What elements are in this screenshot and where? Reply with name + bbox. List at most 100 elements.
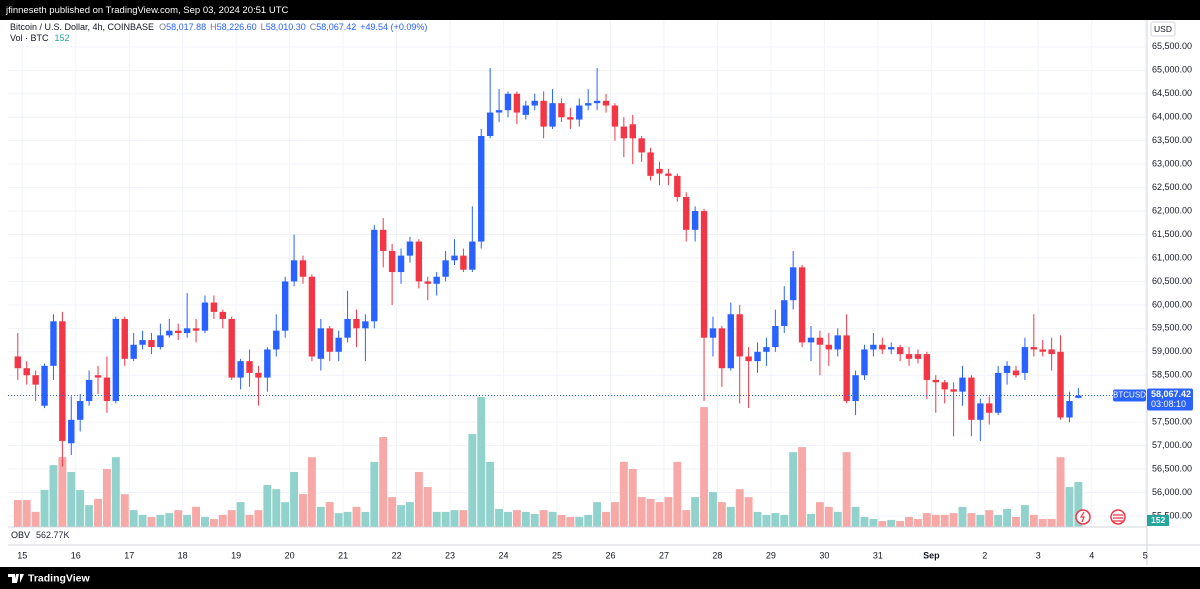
volume-bar [58, 457, 67, 527]
volume-bar [709, 492, 717, 527]
candle-body [273, 330, 280, 350]
candle-body [326, 328, 333, 352]
volume-bar [49, 465, 58, 527]
y-tick-label: 57,500.00 [1152, 417, 1192, 427]
x-tick-label: 15 [17, 550, 27, 560]
y-tick-label: 60,000.00 [1152, 299, 1192, 309]
candle-body [513, 93, 521, 113]
l-value: 58,010.30 [266, 22, 306, 32]
volume-bar [272, 489, 281, 527]
volume-bar [1012, 516, 1020, 527]
candle-body [486, 112, 494, 136]
candle-body [442, 260, 449, 277]
change: +49.54 (+0.09%) [360, 22, 427, 32]
volume-bar [735, 489, 744, 527]
volume-bar [102, 468, 111, 527]
candle-body [460, 255, 467, 270]
volume-bar [664, 497, 673, 527]
volume-bar [575, 516, 584, 527]
y-tick-label: 55,500.00 [1152, 510, 1192, 520]
volume-bar [539, 510, 548, 527]
candle-body [567, 117, 574, 120]
candle-body [593, 100, 601, 104]
candle-body [406, 241, 414, 256]
candle-body [41, 365, 48, 406]
flag-stripes [1113, 514, 1123, 522]
volume-bar [423, 487, 432, 527]
volume-bar [209, 519, 218, 527]
volume-bar [138, 514, 147, 527]
y-tick-label: 62,500.00 [1152, 182, 1192, 192]
volume-bar [13, 500, 22, 527]
volume-bar [111, 457, 120, 527]
candle-body [478, 135, 485, 242]
volume-bar [851, 506, 860, 527]
candle-body [709, 328, 717, 338]
candle-body [59, 321, 66, 441]
candle-body [950, 389, 957, 392]
volume-bar [512, 510, 521, 527]
volume-bar [842, 452, 851, 527]
volume-bar [397, 505, 405, 527]
volume-bar [468, 434, 477, 527]
candle-body [576, 105, 583, 120]
candle-body [469, 241, 476, 270]
candle-body [1012, 370, 1020, 376]
x-tick-label: 26 [605, 550, 615, 560]
candle-body [103, 377, 111, 402]
candle-body [584, 103, 592, 106]
volume-bar [637, 497, 646, 527]
volume-layer [13, 397, 1083, 527]
volume-bar [156, 514, 165, 527]
volume-bar [584, 514, 593, 527]
candle-body [629, 124, 636, 139]
volume-bar [352, 506, 361, 527]
volume-bar [1047, 519, 1056, 527]
x-tick-label: Sep [923, 550, 940, 560]
candle-body [371, 229, 378, 322]
candle-body [789, 267, 797, 301]
volume-bar [566, 516, 575, 527]
x-tick-label: 30 [819, 550, 829, 560]
y-tick-label: 57,000.00 [1152, 440, 1192, 450]
volume-bar [76, 490, 85, 527]
lightning-icon [1079, 511, 1085, 523]
volume-bar [388, 497, 397, 527]
candle-body [843, 335, 850, 402]
volume-bar [726, 506, 735, 527]
volume-bar [94, 498, 102, 527]
candle-body [522, 105, 530, 115]
obv-name: OBV [11, 530, 30, 540]
volume-bar [860, 516, 869, 527]
candle-body [700, 211, 708, 338]
volume-bar [1029, 514, 1038, 527]
tradingview-logo [8, 574, 24, 583]
y-tick-label: 63,000.00 [1152, 159, 1192, 169]
candle-body [14, 356, 22, 369]
volume-bar [129, 510, 138, 527]
candle-body [183, 328, 191, 334]
candle-body [923, 354, 931, 380]
symbol: Bitcoin / U.S. Dollar, 4h, COINBASE [10, 22, 154, 32]
footer-bar [0, 567, 1200, 589]
candle-body [620, 126, 628, 139]
candle-body [362, 321, 369, 329]
candle-body [246, 361, 253, 373]
volume-name: Vol · BTC [10, 33, 49, 43]
volume-bar [218, 514, 227, 527]
volume-bar [628, 468, 637, 527]
o-label: O [159, 22, 166, 32]
volume-bar [824, 506, 833, 527]
volume-bar [486, 461, 495, 527]
candle-body [148, 340, 155, 348]
volume-badge [1147, 515, 1169, 526]
currency: USD [1154, 24, 1172, 34]
x-tick-label: 25 [552, 550, 562, 560]
candle-body [816, 337, 824, 345]
y-tick-label: 63,500.00 [1152, 135, 1192, 145]
h-label: H [210, 22, 217, 32]
candle-body [861, 349, 868, 376]
candle-body [290, 260, 298, 282]
flag-icon[interactable] [1110, 509, 1126, 525]
currency-box[interactable] [1150, 21, 1176, 37]
